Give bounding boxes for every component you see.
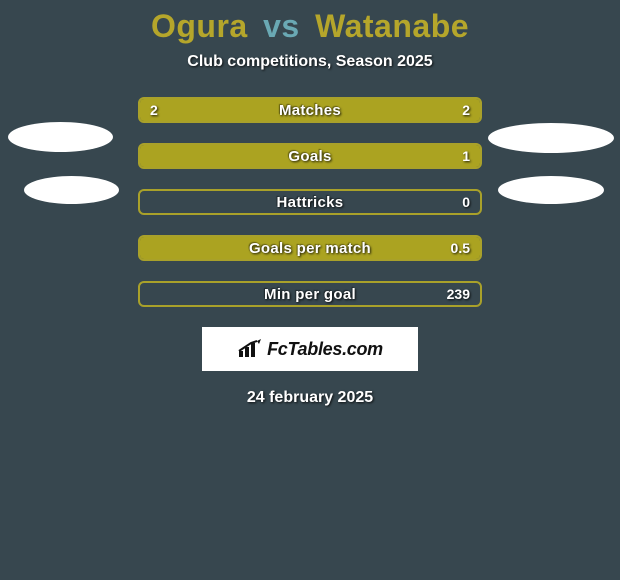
avatar-right-2 (498, 176, 604, 204)
bar-fill-right (310, 99, 480, 121)
stat-bar-row: Goals per match0.5 (138, 235, 482, 261)
vs-separator: vs (263, 8, 300, 44)
bar-value-right: 239 (447, 283, 470, 305)
stat-bar-row: Min per goal239 (138, 281, 482, 307)
stat-bar-row: 2Matches2 (138, 97, 482, 123)
bar-value-left: 2 (150, 99, 158, 121)
brand-text: FcTables.com (267, 339, 383, 360)
subtitle: Club competitions, Season 2025 (0, 53, 620, 71)
brand-chart-icon (237, 339, 263, 359)
avatar-left-1 (8, 122, 113, 152)
stat-bars: 2Matches2 Goals1 Hattricks0 Goals per match… (138, 97, 482, 307)
avatar-left-2 (24, 176, 119, 204)
bar-label: Min per goal (140, 283, 480, 305)
stat-bar-row: Hattricks0 (138, 189, 482, 215)
brand-badge[interactable]: FcTables.com (202, 327, 418, 371)
avatar-right-1 (488, 123, 614, 153)
player-left-name: Ogura (151, 8, 248, 44)
bar-label: Hattricks (140, 191, 480, 213)
bar-value-right: 1 (462, 145, 470, 167)
comparison-title: Ogura vs Watanabe (0, 0, 620, 45)
bar-value-right: 0 (462, 191, 470, 213)
stat-bar-row: Goals1 (138, 143, 482, 169)
bar-value-right: 0.5 (451, 237, 470, 259)
player-right-name: Watanabe (315, 8, 469, 44)
bar-fill-left (140, 145, 480, 167)
bar-value-right: 2 (462, 99, 470, 121)
bar-fill-left (140, 237, 480, 259)
comparison-date: 24 february 2025 (0, 389, 620, 407)
bar-fill-left (140, 99, 310, 121)
